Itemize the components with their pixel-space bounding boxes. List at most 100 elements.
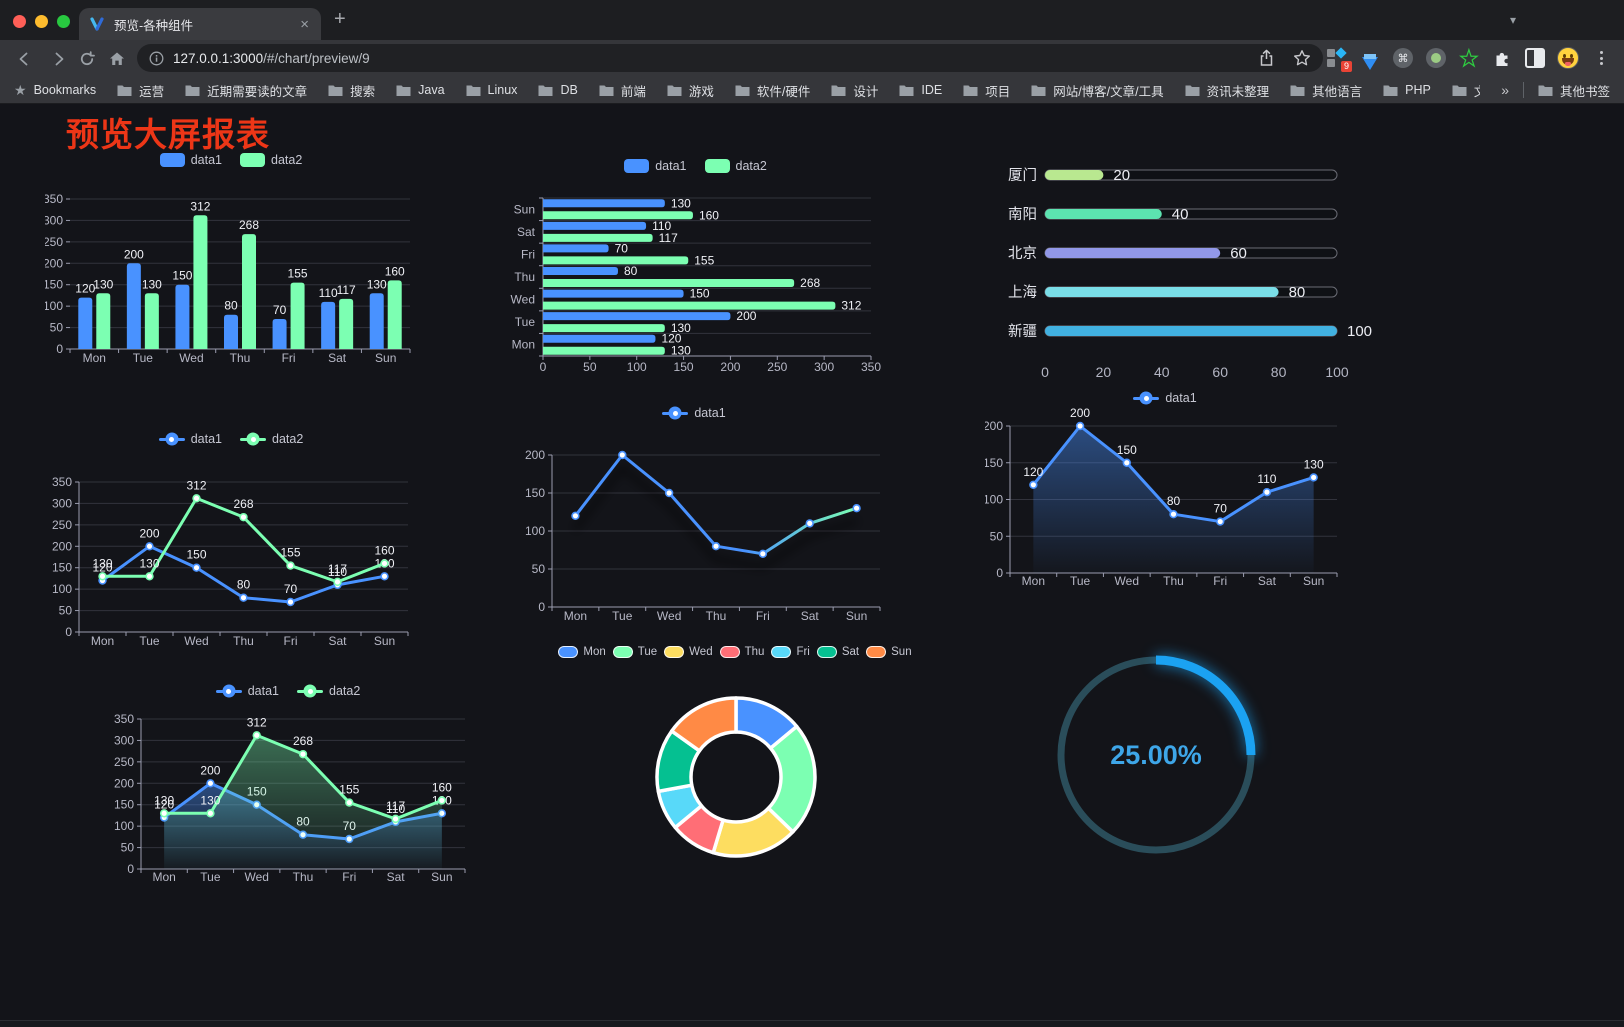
fullscreen-window-button[interactable] — [57, 15, 70, 28]
legend-item-Sun[interactable]: Sun — [866, 646, 912, 658]
legend-item-Fri[interactable]: Fri — [771, 646, 810, 658]
site-info-icon[interactable] — [149, 51, 164, 66]
legend-item-Tue[interactable]: Tue — [612, 646, 657, 658]
new-tab-button[interactable]: + — [334, 8, 346, 30]
legend-item-data1[interactable]: data1 — [1133, 391, 1197, 405]
c4-line-canvas[interactable]: 0 50 100 150 200 250 300 350 Mon Tue Wed Thu Fri Sat S… — [45, 426, 417, 654]
progress-row-新疆[interactable]: 新疆 100 — [1008, 323, 1372, 340]
legend-item-data2[interactable]: data2 — [297, 684, 360, 698]
progress-bars-canvas[interactable]: 厦门 20 南阳 40 北京 60 上海 80 新疆 100 0 20 40 60 80 100 — [995, 153, 1375, 388]
browser-menu-icon[interactable] — [1590, 47, 1612, 69]
svg-text:312: 312 — [186, 478, 206, 492]
bar-series-data2[interactable]: 160 117 155 268 312 130 130 — [543, 208, 862, 358]
legend-item-Wed[interactable]: Wed — [664, 646, 713, 658]
bar-series-data2[interactable]: 130 130 312 268 155 117 160 — [93, 199, 405, 349]
back-button[interactable] — [13, 48, 35, 70]
share-icon[interactable] — [1258, 49, 1275, 67]
bookmark-folder[interactable]: IDE — [899, 83, 942, 97]
gauge-canvas[interactable]: 25.00% — [1042, 639, 1278, 873]
tab-search-chevron-icon[interactable]: ▾ — [1510, 13, 1517, 27]
reload-button[interactable] — [76, 48, 98, 70]
progress-row-南阳[interactable]: 南阳 40 — [1008, 206, 1338, 223]
svg-text:130: 130 — [92, 556, 112, 570]
line-series-data1[interactable]: 120 200 150 80 70 110 130 — [92, 526, 395, 607]
svg-text:Sun: Sun — [375, 351, 396, 365]
gem-extension-icon[interactable] — [1359, 47, 1381, 70]
line-series-data2[interactable]: 130 130 312 268 155 117 160 — [92, 478, 395, 587]
line-series-data1[interactable] — [571, 450, 861, 559]
svg-text:300: 300 — [45, 213, 63, 227]
bookmarks-overflow-chevron[interactable]: » — [1501, 82, 1509, 98]
bookmark-folder[interactable]: 运营 — [117, 81, 164, 100]
bookmark-folder[interactable]: 近期需要读的文章 — [185, 81, 307, 100]
svg-text:厦门: 厦门 — [1008, 167, 1037, 184]
legend-item-data1[interactable]: data1 — [624, 159, 687, 173]
svg-text:Sat: Sat — [328, 351, 347, 365]
bookmark-folder[interactable]: 其他语言 — [1290, 81, 1362, 100]
legend-item-data2[interactable]: data2 — [240, 432, 303, 446]
bookmark-folder[interactable]: DB — [538, 83, 578, 97]
bookmark-folder[interactable]: 搜索 — [328, 81, 375, 100]
other-bookmarks-folder[interactable]: 其他书签 — [1538, 81, 1610, 100]
command-circle-extension-icon[interactable]: ⌘ — [1392, 47, 1414, 69]
split-screen-extension-icon[interactable] — [1524, 47, 1546, 69]
bookmark-folder[interactable]: 游戏 — [667, 81, 714, 100]
progress-row-厦门[interactable]: 厦门 20 — [1008, 167, 1338, 184]
line-series-data1[interactable]: 120 200 150 80 70 110 130 — [1023, 406, 1324, 573]
bar-series-data1[interactable]: 120 200 150 80 70 110 130 — [75, 247, 387, 349]
tab-close-icon[interactable]: × — [300, 15, 309, 33]
c5-line-canvas[interactable]: 0 50 100 150 200 Mon Tue Wed Thu Fri Sat Sun — [505, 401, 883, 629]
pie-slice-Sun[interactable] — [670, 696, 738, 753]
grouped-bar-canvas[interactable]: 0 50 100 150 200 250 300 350 Mon Tue Wed Thu Fri Sat S… — [43, 151, 417, 376]
bookmark-folder[interactable]: Linux — [466, 83, 517, 97]
bookmark-folder[interactable]: 设计 — [831, 81, 878, 100]
progress-row-北京[interactable]: 北京 60 — [1008, 245, 1338, 262]
bookmark-folder[interactable]: 前端 — [599, 81, 646, 100]
green-star-extension-icon[interactable] — [1458, 47, 1480, 69]
url-bar[interactable]: 127.0.0.1:3000/#/chart/preview/9 — [137, 44, 1323, 72]
puzzle-extensions-icon[interactable] — [1491, 47, 1513, 69]
svg-text:Tue: Tue — [515, 315, 536, 329]
bookmarks-manager-button[interactable]: ★ Bookmarks — [14, 82, 96, 99]
grid-extension-icon[interactable]: 9 — [1326, 47, 1352, 72]
browser-tab[interactable]: 预览-各种组件 × — [79, 8, 321, 40]
svg-text:0: 0 — [65, 625, 72, 639]
forward-button[interactable] — [48, 48, 70, 70]
bookmark-folder[interactable]: Java — [396, 83, 445, 97]
svg-text:150: 150 — [114, 798, 134, 812]
close-window-button[interactable] — [13, 15, 26, 28]
bookmark-folder[interactable]: PHP — [1383, 83, 1431, 97]
legend-item-data1[interactable]: data1 — [158, 432, 222, 446]
profile-avatar[interactable] — [1557, 47, 1579, 69]
legend-item-data2[interactable]: data2 — [240, 153, 302, 167]
donut-canvas[interactable] — [553, 641, 917, 866]
svg-text:312: 312 — [841, 299, 861, 313]
c7-line-canvas[interactable]: 0 50 100 150 200 250 300 350 Mon Tue Wed Thu Fri Sat S… — [103, 678, 473, 886]
legend-item-data2[interactable]: data2 — [704, 159, 767, 173]
minimize-window-button[interactable] — [35, 15, 48, 28]
legend-item-data1[interactable]: data1 — [159, 153, 222, 167]
horizontal-bar-canvas[interactable]: 0 50 100 150 200 250 300 350 Sun Sat Fri Thu Wed Tue M… — [503, 151, 888, 374]
bookmark-star-icon[interactable] — [1293, 49, 1311, 67]
bookmark-folder[interactable]: 项目 — [963, 81, 1010, 100]
bookmark-folder[interactable]: 文件服务器 — [1452, 81, 1480, 100]
legend-item-data1[interactable]: data1 — [662, 406, 726, 420]
legend-item-Sat[interactable]: Sat — [816, 646, 859, 658]
svg-text:200: 200 — [114, 776, 134, 790]
legend-item-data1[interactable]: data1 — [215, 684, 279, 698]
legend-item-Thu[interactable]: Thu — [719, 646, 764, 658]
svg-text:Fri: Fri — [284, 634, 298, 648]
progress-row-上海[interactable]: 上海 80 — [1008, 284, 1338, 301]
y-axis-labels: 0 50 100 150 200 250 300 350 — [43, 192, 70, 356]
svg-text:312: 312 — [247, 715, 267, 729]
bookmark-folder[interactable]: 软件/硬件 — [735, 81, 810, 100]
line-series-data2[interactable]: 130 130 312 268 155 117 160 — [154, 715, 452, 869]
home-button[interactable] — [106, 48, 128, 70]
bookmark-folder[interactable]: 网站/博客/文章/工具 — [1031, 81, 1164, 100]
bookmark-folder[interactable]: 资讯未整理 — [1185, 81, 1269, 100]
legend-item-Mon[interactable]: Mon — [558, 646, 606, 658]
record-circle-extension-icon[interactable] — [1425, 47, 1447, 69]
x-axis-labels: Mon Tue Wed Thu Fri Sat Sun — [152, 870, 452, 884]
